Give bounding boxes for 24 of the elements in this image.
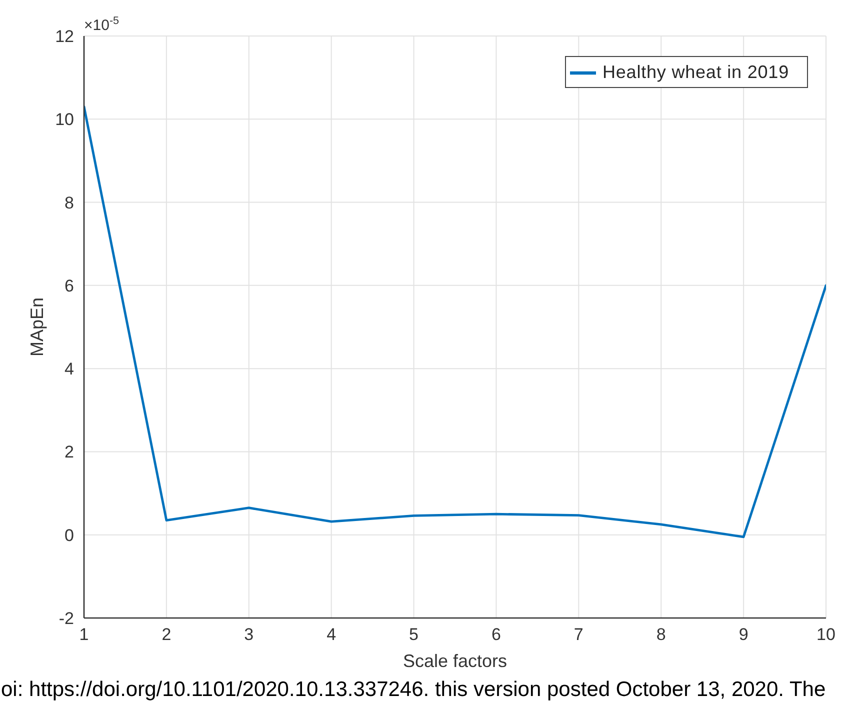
y-tick-label: -2 [58,609,74,628]
x-tick-label: 2 [162,625,172,644]
y-tick-label: 8 [64,193,74,212]
x-tick-label: 4 [326,625,336,644]
x-tick-label: 6 [491,625,501,644]
y-tick-label: 2 [64,442,74,462]
x-tick-label: 1 [79,625,89,644]
y-tick-label: 4 [64,360,74,379]
text: ×10$^{-5}$ [84,15,120,34]
line-series [84,105,826,538]
x-axis-title: Scale factors [402,651,508,671]
legend-label: Healthy wheat in 2019 [602,62,789,82]
text: oi: https://doi.org/10.1101/2020.10.13.337246. this version posted October 13, 2020. The [1,678,826,701]
y-tick-label: 6 [64,276,74,296]
x-tick-label: 7 [574,625,584,644]
y-tick-label: 10 [55,110,74,130]
y-tick-label: 0 [64,526,74,545]
y-axis-title: MApEn [27,297,47,357]
y-tick-label: 12 [55,27,74,46]
x-tick-label: 8 [656,625,666,644]
x-tick-label: 3 [244,625,254,644]
x-tick-label: 9 [738,625,748,644]
x-tick-label: 10 [816,625,836,644]
x-tick-label: 5 [409,625,419,644]
